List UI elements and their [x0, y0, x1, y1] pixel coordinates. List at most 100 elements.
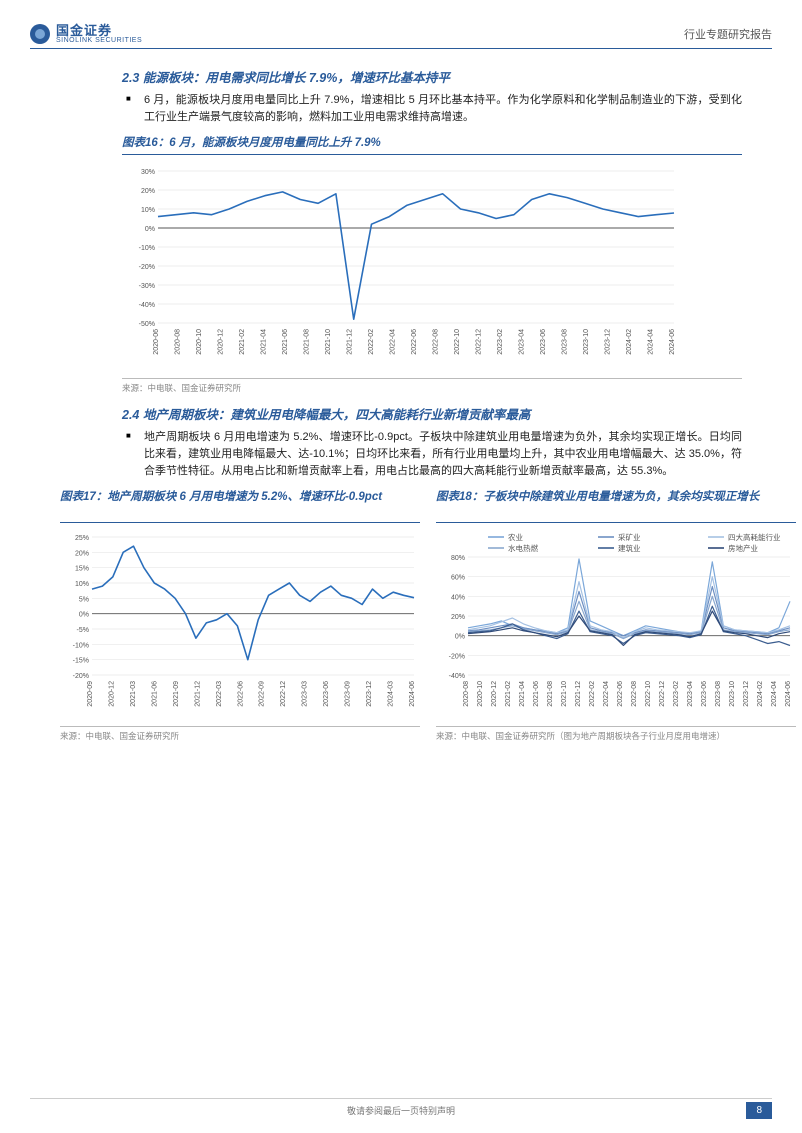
chart-17-source: 来源：中电联、国金证券研究所: [60, 730, 420, 742]
footer: 敬请参阅最后一页特别声明 8: [30, 1102, 772, 1119]
svg-text:2020-12: 2020-12: [108, 681, 115, 707]
svg-text:2021-06: 2021-06: [533, 681, 540, 707]
svg-text:0%: 0%: [145, 226, 155, 233]
svg-text:2020-12: 2020-12: [491, 681, 498, 707]
section-2-4-body: 地产周期板块 6 月用电增速为 5.2%、增速环比-0.9pct。子板块中除建筑…: [144, 429, 742, 480]
svg-text:-40%: -40%: [449, 673, 465, 680]
svg-text:农业: 农业: [508, 532, 523, 542]
logo-icon: [30, 24, 50, 44]
svg-text:40%: 40%: [451, 595, 465, 602]
svg-text:建筑业: 建筑业: [618, 543, 641, 553]
svg-text:2022-04: 2022-04: [390, 329, 397, 355]
svg-text:-20%: -20%: [449, 654, 465, 661]
chart-18-title: 图表18：子板块中除建筑业用电量增速为负，其余均实现正增长: [436, 488, 796, 518]
svg-text:2023-04: 2023-04: [519, 329, 526, 355]
svg-text:2020-10: 2020-10: [477, 681, 484, 707]
svg-text:60%: 60%: [451, 575, 465, 582]
chart-18: 图表18：子板块中除建筑业用电量增速为负，其余均实现正增长 -40% -20% 0%…: [436, 488, 796, 742]
svg-text:2020-09: 2020-09: [87, 681, 94, 707]
svg-text:30%: 30%: [141, 169, 155, 176]
svg-text:2023-08: 2023-08: [715, 681, 722, 707]
page-number: 8: [746, 1102, 772, 1119]
svg-text:2021-06: 2021-06: [282, 329, 289, 355]
svg-text:2023-12: 2023-12: [605, 329, 612, 355]
svg-text:-10%: -10%: [73, 643, 89, 650]
svg-text:2022-12: 2022-12: [659, 681, 666, 707]
svg-text:2020-06: 2020-06: [153, 329, 160, 355]
svg-text:-10%: -10%: [139, 245, 155, 252]
svg-text:2021-10: 2021-10: [325, 329, 332, 355]
svg-text:2021-12: 2021-12: [194, 681, 201, 707]
chart-17-svg: -20%-15%-10%-5%0%5%10%15%20%25%2020-0920…: [60, 529, 420, 719]
svg-text:2021-04: 2021-04: [519, 681, 526, 707]
section-2-3-body: 6 月，能源板块月度用电量同比上升 7.9%，增速相比 5 月环比基本持平。作为…: [144, 92, 742, 126]
section-2-4-title: 2.4 地产周期板块：建筑业用电降幅最大，四大高能耗行业新增贡献率最高: [122, 404, 772, 423]
chart-16-source: 来源：中电联、国金证券研究所: [122, 382, 742, 394]
svg-text:2023-12: 2023-12: [743, 681, 750, 707]
svg-text:2024-03: 2024-03: [388, 681, 395, 707]
svg-text:2020-12: 2020-12: [218, 329, 225, 355]
svg-text:0%: 0%: [455, 634, 465, 641]
svg-text:2024-06: 2024-06: [409, 681, 416, 707]
svg-text:2022-10: 2022-10: [645, 681, 652, 707]
svg-text:2021-09: 2021-09: [173, 681, 180, 707]
svg-text:-5%: -5%: [77, 627, 89, 634]
svg-text:20%: 20%: [451, 614, 465, 621]
svg-text:20%: 20%: [141, 188, 155, 195]
svg-text:-50%: -50%: [139, 321, 155, 328]
svg-text:20%: 20%: [75, 551, 89, 558]
svg-text:-20%: -20%: [139, 264, 155, 271]
svg-text:2023-06: 2023-06: [701, 681, 708, 707]
svg-text:2021-04: 2021-04: [261, 329, 268, 355]
svg-text:2024-04: 2024-04: [648, 329, 655, 355]
svg-text:2021-08: 2021-08: [304, 329, 311, 355]
svg-text:2022-02: 2022-02: [589, 681, 596, 707]
header: 国金证券 SINOLINK SECURITIES 行业专题研究报告: [30, 24, 772, 49]
svg-text:2021-10: 2021-10: [561, 681, 568, 707]
svg-text:2021-12: 2021-12: [347, 329, 354, 355]
chart-16-title: 图表16：6 月，能源板块月度用电量同比上升 7.9%: [122, 134, 742, 150]
svg-text:采矿业: 采矿业: [618, 532, 641, 542]
svg-text:2022-09: 2022-09: [259, 681, 266, 707]
svg-text:水电热燃: 水电热燃: [508, 543, 538, 553]
svg-text:10%: 10%: [75, 581, 89, 588]
svg-text:2021-12: 2021-12: [575, 681, 582, 707]
svg-text:2023-02: 2023-02: [673, 681, 680, 707]
svg-text:2023-10: 2023-10: [583, 329, 590, 355]
svg-text:2024-06: 2024-06: [669, 329, 676, 355]
svg-text:2022-12: 2022-12: [476, 329, 483, 355]
svg-text:2021-08: 2021-08: [547, 681, 554, 707]
chart-18-svg: -40%-20%0%20%40%60%80%2020-082020-102020…: [436, 529, 796, 719]
svg-text:10%: 10%: [141, 207, 155, 214]
chart-17: 图表17：地产周期板块 6 月用电增速为 5.2%、增速环比-0.9pct -2…: [60, 488, 420, 742]
svg-text:2023-03: 2023-03: [302, 681, 309, 707]
svg-text:2023-10: 2023-10: [729, 681, 736, 707]
svg-text:房地产业: 房地产业: [728, 543, 758, 553]
svg-text:2021-03: 2021-03: [130, 681, 137, 707]
svg-text:2022-10: 2022-10: [454, 329, 461, 355]
svg-text:2023-09: 2023-09: [345, 681, 352, 707]
svg-text:2022-06: 2022-06: [617, 681, 624, 707]
chart-18-source: 来源：中电联、国金证券研究所（图为地产周期板块各子行业月度用电增速）: [436, 730, 796, 742]
svg-text:2022-08: 2022-08: [631, 681, 638, 707]
svg-text:2020-08: 2020-08: [175, 329, 182, 355]
svg-text:2020-10: 2020-10: [196, 329, 203, 355]
svg-text:2022-08: 2022-08: [433, 329, 440, 355]
svg-text:2023-08: 2023-08: [562, 329, 569, 355]
svg-text:2024-02: 2024-02: [626, 329, 633, 355]
svg-text:2021-02: 2021-02: [239, 329, 246, 355]
svg-text:2021-06: 2021-06: [151, 681, 158, 707]
section-2-3-title: 2.3 能源板块：用电需求同比增长 7.9%，增速环比基本持平: [122, 67, 772, 86]
svg-text:2023-06: 2023-06: [323, 681, 330, 707]
svg-text:2022-02: 2022-02: [368, 329, 375, 355]
logo-cn: 国金证券: [56, 24, 142, 37]
svg-text:-30%: -30%: [139, 283, 155, 290]
svg-text:2022-03: 2022-03: [216, 681, 223, 707]
logo: 国金证券 SINOLINK SECURITIES: [30, 24, 142, 44]
svg-text:2021-02: 2021-02: [505, 681, 512, 707]
svg-text:-20%: -20%: [73, 673, 89, 680]
chart-16: 图表16：6 月，能源板块月度用电量同比上升 7.9% -50%-40%-30%…: [122, 134, 742, 394]
svg-text:2022-04: 2022-04: [603, 681, 610, 707]
svg-text:2023-06: 2023-06: [540, 329, 547, 355]
footer-line: [30, 1098, 772, 1099]
